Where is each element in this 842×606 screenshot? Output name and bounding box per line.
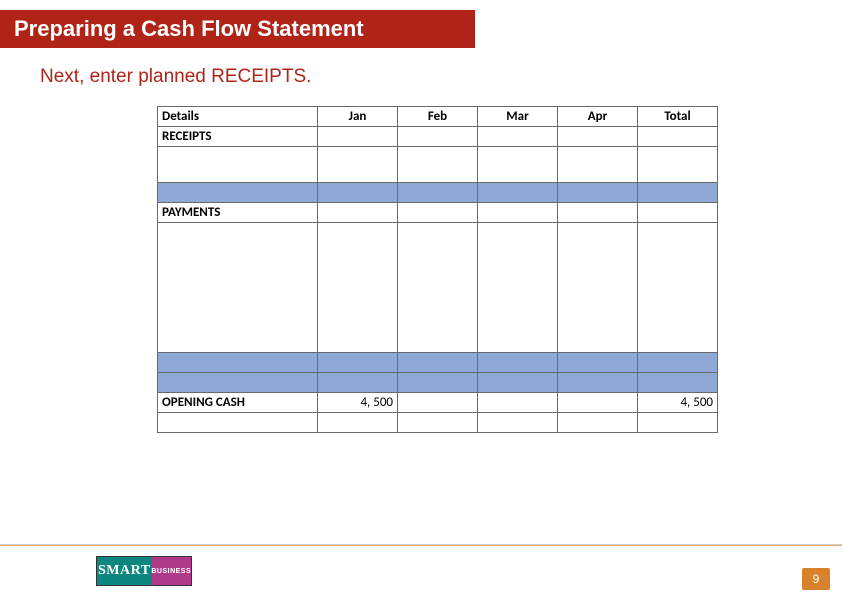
band-row-3 xyxy=(158,373,718,393)
opening-cash-row: OPENING CASH 4, 500 4, 500 xyxy=(158,393,718,413)
payments-blank-row xyxy=(158,223,718,353)
col-apr: Apr xyxy=(558,107,638,127)
band-row-2 xyxy=(158,353,718,373)
page-number: 9 xyxy=(813,572,820,586)
band-row-1 xyxy=(158,183,718,203)
smart-business-logo: SMART BUSINESS xyxy=(96,556,192,586)
col-feb: Feb xyxy=(398,107,478,127)
col-mar: Mar xyxy=(478,107,558,127)
col-details: Details xyxy=(158,107,318,127)
opening-cash-jan: 4, 500 xyxy=(318,393,398,413)
payments-section-row: PAYMENTS xyxy=(158,203,718,223)
opening-cash-total: 4, 500 xyxy=(638,393,718,413)
receipts-section-row: RECEIPTS xyxy=(158,127,718,147)
page-title: Preparing a Cash Flow Statement xyxy=(14,16,364,41)
page-title-bar: Preparing a Cash Flow Statement xyxy=(0,10,475,48)
receipts-blank-row xyxy=(158,147,718,183)
footer-divider xyxy=(0,544,842,546)
opening-cash-label: OPENING CASH xyxy=(158,393,318,413)
payments-label: PAYMENTS xyxy=(158,203,318,223)
logo-word-smart: SMART xyxy=(97,557,152,585)
table-header-row: Details Jan Feb Mar Apr Total xyxy=(158,107,718,127)
subtitle: Next, enter planned RECEIPTS. xyxy=(40,66,842,88)
page-number-badge: 9 xyxy=(802,568,830,590)
col-total: Total xyxy=(638,107,718,127)
cashflow-table: Details Jan Feb Mar Apr Total RECEIPTS xyxy=(157,106,718,433)
col-jan: Jan xyxy=(318,107,398,127)
closing-blank-row xyxy=(158,413,718,433)
logo-word-business: BUSINESS xyxy=(152,557,191,585)
cashflow-table-wrap: Details Jan Feb Mar Apr Total RECEIPTS xyxy=(157,106,717,433)
receipts-label: RECEIPTS xyxy=(158,127,318,147)
